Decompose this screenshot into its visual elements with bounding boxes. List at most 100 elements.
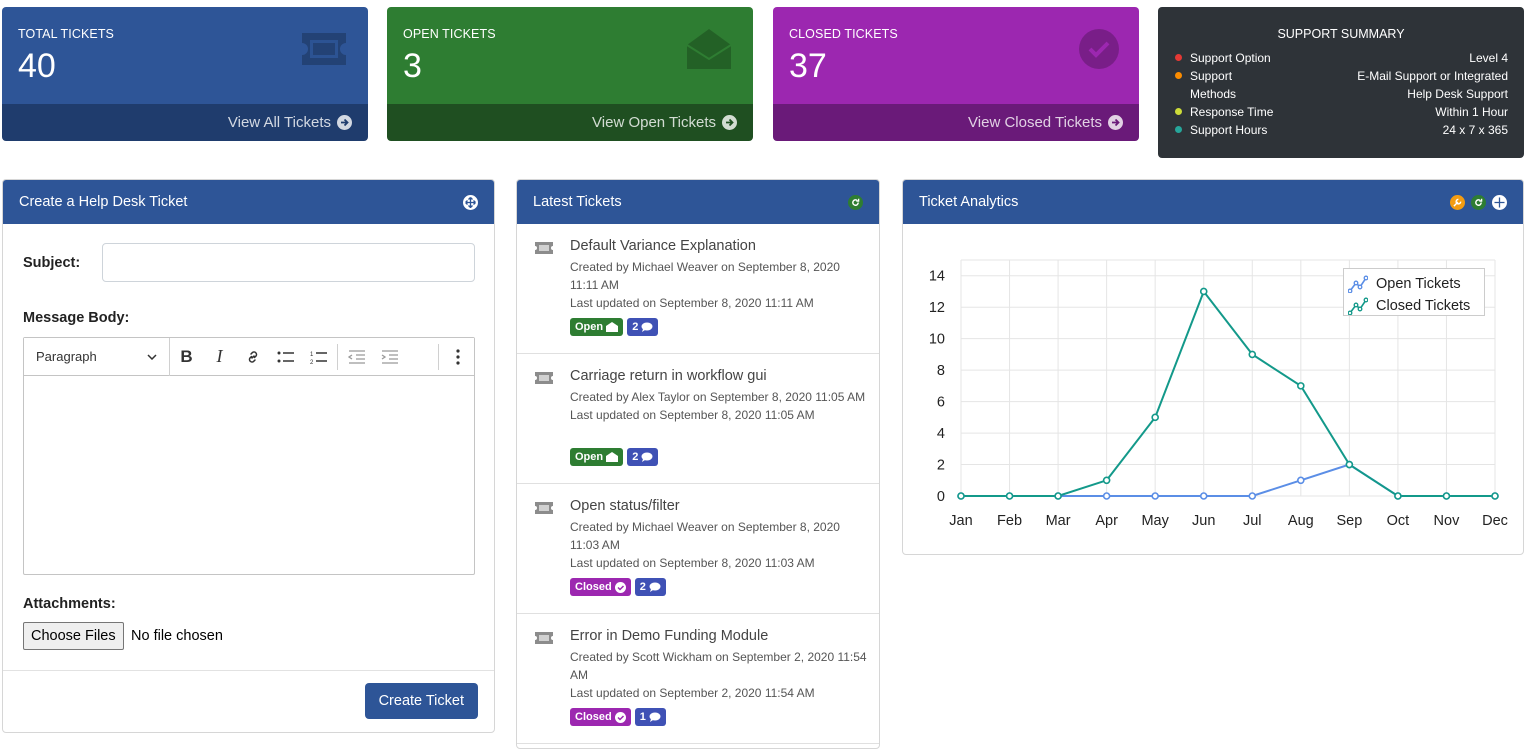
comment-icon <box>641 322 653 332</box>
y-tick-label: 0 <box>937 489 945 505</box>
comment-icon <box>649 712 661 722</box>
status-dot <box>1175 108 1182 115</box>
y-tick-label: 10 <box>929 332 945 348</box>
bold-button[interactable]: B <box>180 346 193 366</box>
comment-count: 1 <box>639 711 646 723</box>
check-circle-icon <box>1079 29 1119 69</box>
ticket-icon <box>535 502 553 514</box>
data-point <box>1442 492 1451 500</box>
ticket-title[interactable]: Open status/filter <box>570 498 680 514</box>
attachments-label: Attachments: <box>23 596 116 612</box>
move-icon[interactable] <box>1492 194 1507 210</box>
check-circle-icon <box>614 581 626 593</box>
x-tick-label: Jun <box>1192 513 1215 529</box>
x-tick-label: Oct <box>1387 513 1410 529</box>
support-summary-title: SUPPORT SUMMARY <box>1277 27 1405 41</box>
view-closed-tickets-text: View Closed Tickets <box>968 114 1102 131</box>
view-all-tickets-text: View All Tickets <box>227 114 331 131</box>
ticket-title[interactable]: Default Variance Explanation <box>570 238 756 254</box>
decrease-indent-button[interactable] <box>340 338 373 376</box>
status-dot <box>1175 72 1182 79</box>
data-point <box>1151 413 1159 422</box>
ticket-updated: Last updated on September 2, 2020 11:54 … <box>570 686 815 700</box>
panel-title: Ticket Analytics <box>919 194 1019 210</box>
data-point <box>1102 492 1111 500</box>
data-point <box>1199 287 1208 296</box>
link-icon <box>248 350 257 363</box>
status-text: Closed <box>575 581 612 593</box>
view-open-tickets-link[interactable]: View Open Tickets <box>387 104 753 141</box>
summary-row: Support Methods E-Mail Support or Integr… <box>1174 67 1508 103</box>
status-badge: Open <box>570 318 624 336</box>
more-options-button[interactable] <box>441 338 474 376</box>
data-point <box>1054 492 1062 500</box>
legend-item-open[interactable]: Open Tickets <box>1344 273 1484 295</box>
status-badge: Open <box>570 448 624 466</box>
closed-tickets-body: CLOSED TICKETS 37 <box>773 7 1139 104</box>
toolbar-separator <box>438 343 439 370</box>
editor-content-area[interactable] <box>24 376 474 574</box>
comment-count: 2 <box>632 451 639 463</box>
ticket-updated: Last updated on September 8, 2020 11:03 … <box>570 556 815 570</box>
ticket-icon <box>535 632 553 644</box>
ticket-title[interactable]: Error in Demo Funding Module <box>570 628 769 644</box>
summary-value: E-Mail Support or Integrated Help Desk S… <box>1357 69 1508 101</box>
open-tickets-card: OPEN TICKETS 3 View Open Tickets <box>387 7 753 141</box>
bulleted-list-icon <box>277 351 294 362</box>
data-point <box>1297 476 1305 485</box>
subject-input[interactable] <box>102 243 475 282</box>
comment-icon <box>649 582 661 592</box>
panel-title: Latest Tickets <box>533 194 622 210</box>
view-open-tickets-text: View Open Tickets <box>592 114 716 131</box>
y-tick-label: 12 <box>929 300 945 316</box>
status-text: Open <box>575 321 604 333</box>
open-tickets-value: 3 <box>403 47 422 85</box>
move-icon[interactable] <box>463 194 478 210</box>
y-tick-label: 6 <box>937 395 945 411</box>
paragraph-format-select[interactable]: Paragraph <box>24 337 170 376</box>
data-point <box>1151 492 1159 500</box>
legend-label: Closed Tickets <box>1376 298 1471 314</box>
increase-indent-button[interactable] <box>373 338 406 376</box>
comment-icon <box>641 452 653 462</box>
ticket-item[interactable]: Default Variance Explanation Created by … <box>517 224 879 354</box>
create-ticket-panel: Create a Help Desk Ticket Subject: Messa… <box>2 179 495 733</box>
indent-icon <box>381 349 398 364</box>
italic-button[interactable]: I <box>216 346 223 366</box>
open-tickets-body: OPEN TICKETS 3 <box>387 7 753 104</box>
view-closed-tickets-link[interactable]: View Closed Tickets <box>773 104 1139 141</box>
total-tickets-value: 40 <box>18 47 56 85</box>
ticket-item[interactable]: Open status/filter Created by Michael We… <box>517 484 879 614</box>
ticket-created: Created by Alex Taylor on September 8, 2… <box>570 390 866 404</box>
comment-count: 2 <box>639 581 646 593</box>
view-all-tickets-link[interactable]: View All Tickets <box>2 104 368 141</box>
format-select-value: Paragraph <box>36 349 97 364</box>
ticket-badges: Open 2 <box>570 318 662 336</box>
vertical-dots-icon <box>455 348 460 365</box>
y-tick-label: 2 <box>937 458 945 474</box>
data-point <box>957 492 965 500</box>
comments-badge: 2 <box>634 578 666 596</box>
svg-text:2: 2 <box>310 360 314 364</box>
link-button[interactable] <box>236 338 269 376</box>
refresh-icon[interactable] <box>848 194 863 210</box>
ticket-badges: Closed 1 <box>570 708 670 726</box>
ticket-title[interactable]: Carriage return in workflow gui <box>570 368 767 384</box>
data-point <box>1005 492 1014 500</box>
ticket-icon <box>302 33 346 65</box>
summary-value: Level 4 <box>1469 51 1508 65</box>
create-ticket-button[interactable]: Create Ticket <box>364 683 478 719</box>
bulleted-list-button[interactable] <box>269 338 302 376</box>
refresh-icon[interactable] <box>1471 194 1486 210</box>
envelope-open-icon <box>686 29 732 69</box>
legend-item-closed[interactable]: Closed Tickets <box>1344 295 1484 317</box>
ticket-item[interactable]: Error in Demo Funding Module Created by … <box>517 614 879 744</box>
wrench-icon[interactable] <box>1450 194 1465 210</box>
ticket-item[interactable]: Carriage return in workflow gui Created … <box>517 354 879 484</box>
ticket-created: Created by Michael Weaver on September 8… <box>570 520 840 552</box>
choose-files-button[interactable]: Choose Files <box>23 622 124 650</box>
ticket-badges: Closed 2 <box>570 578 670 596</box>
ticket-meta: Created by Michael Weaver on September 8… <box>570 258 870 312</box>
ticket-updated: Last updated on September 8, 2020 11:05 … <box>570 408 815 422</box>
